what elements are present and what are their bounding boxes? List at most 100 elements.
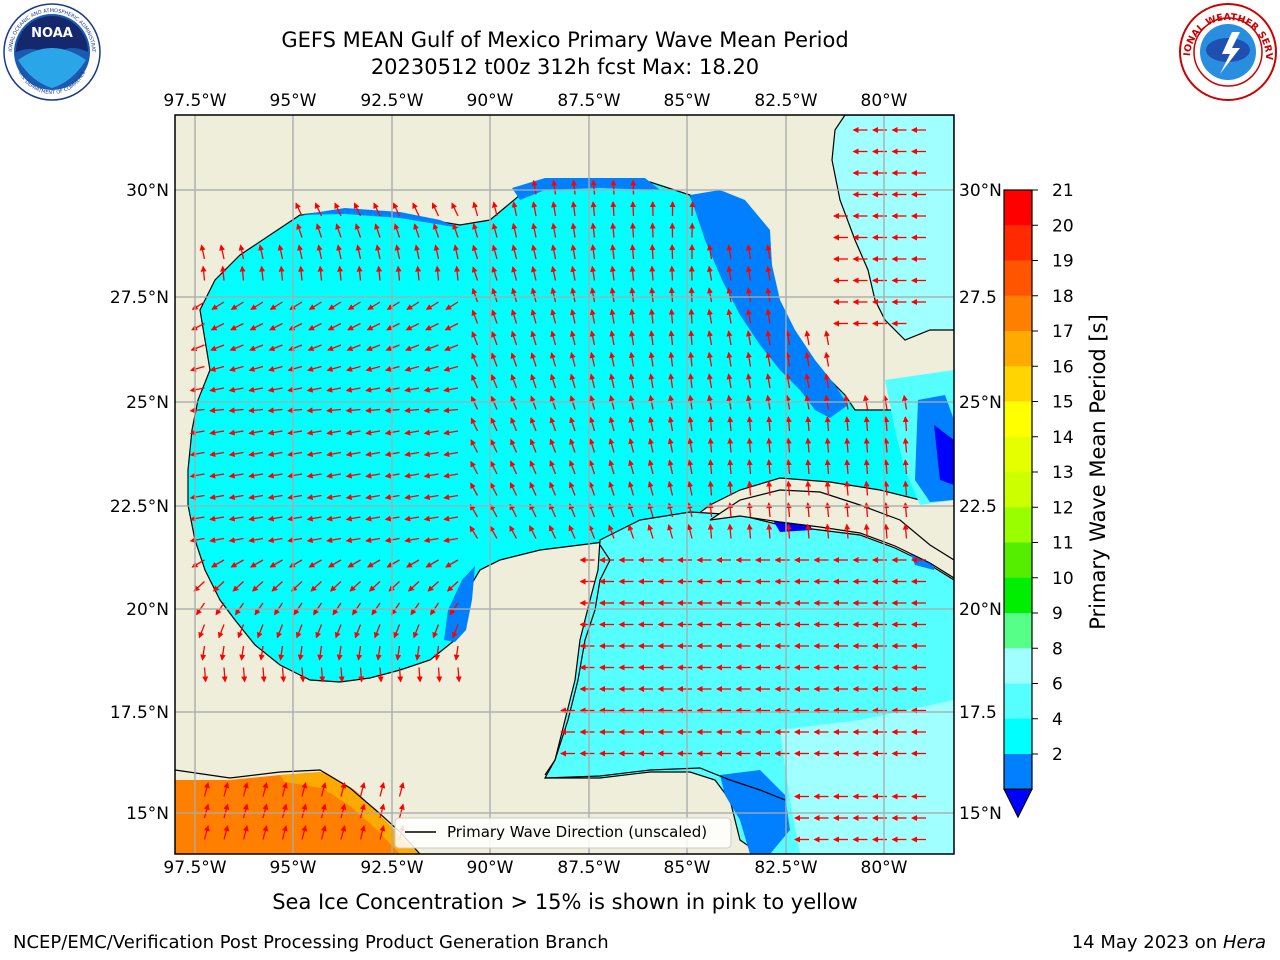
wave-arrow <box>489 482 498 496</box>
colorbar-segment <box>1004 295 1032 332</box>
wave-arrow <box>365 407 381 414</box>
wave-arrow <box>805 480 812 496</box>
wave-arrow <box>281 825 288 840</box>
wave-arrow <box>267 407 283 414</box>
wave-arrow <box>863 459 870 475</box>
wave-arrow <box>667 480 674 496</box>
wave-arrow <box>203 825 210 840</box>
wave-arrow <box>425 322 439 331</box>
colorbar: 21 20 19 18 17 16 15 14 13 12 11 10 9 8 6 4 2 <box>1003 181 1074 819</box>
wave-arrow <box>308 559 322 568</box>
colorbar-tick-label: 11 <box>1052 534 1074 554</box>
wave-arrow <box>228 537 244 543</box>
wave-arrow <box>425 559 439 568</box>
wave-arrow <box>648 308 655 324</box>
wave-arrow <box>386 559 400 568</box>
left-lat-label: 17.5°N <box>110 703 169 723</box>
wave-arrow <box>490 352 498 367</box>
wave-arrow <box>649 287 656 303</box>
wave-arrow <box>443 365 459 372</box>
colorbar-segment <box>1004 542 1032 579</box>
wave-arrow <box>470 439 479 453</box>
wave-arrow <box>471 266 479 281</box>
wave-arrow <box>406 559 420 568</box>
wave-arrow <box>707 373 713 389</box>
wave-arrow <box>407 581 420 592</box>
wave-arrow <box>902 523 909 539</box>
wave-arrow <box>262 825 269 840</box>
wave-arrow <box>804 330 811 346</box>
wave-arrow <box>301 782 308 797</box>
wave-arrow <box>726 351 733 367</box>
wave-arrow <box>379 803 386 819</box>
wave-arrow <box>377 667 384 683</box>
top-lon-label: 90°W <box>467 91 514 111</box>
top-lon-label: 82.5°W <box>754 91 817 111</box>
wave-arrow <box>588 524 596 539</box>
wave-arrow <box>191 322 205 331</box>
wave-arrow <box>765 351 772 367</box>
wave-arrow <box>190 344 205 352</box>
wave-arrow <box>570 287 577 303</box>
colorbar-segment <box>1004 577 1032 614</box>
wave-arrow <box>805 437 812 453</box>
wave-arrow <box>510 309 518 324</box>
wave-arrow <box>609 265 616 281</box>
wave-arrow <box>511 266 518 281</box>
wave-arrow <box>267 537 283 543</box>
wave-arrow <box>667 416 674 432</box>
wave-arrow <box>189 407 205 414</box>
wave-arrow <box>345 515 361 522</box>
wave-arrow <box>707 244 713 260</box>
wave-arrow <box>529 525 537 539</box>
wave-arrow <box>648 416 655 432</box>
wave-arrow <box>746 287 752 303</box>
wave-arrow <box>288 322 303 331</box>
wave-arrow <box>707 480 714 496</box>
wave-arrow <box>550 330 557 346</box>
wave-arrow <box>375 645 382 661</box>
wave-arrow <box>608 438 615 453</box>
bottom-lon-label: 97.5°W <box>163 858 226 878</box>
wave-arrow <box>628 351 635 367</box>
top-lon-label: 87.5°W <box>557 91 620 111</box>
right-latitude-labels: 30°N 27.5 25°N 22.5 20°N 17.5 15°N <box>959 181 1002 824</box>
wave-arrow <box>766 523 773 539</box>
wave-arrow <box>404 494 420 500</box>
wave-arrow <box>267 472 283 479</box>
graticule <box>175 115 954 854</box>
right-lat-label: 22.5 <box>959 497 997 517</box>
wave-arrow <box>287 451 303 457</box>
wave-arrow <box>570 222 577 238</box>
wave-arrow <box>365 472 381 479</box>
wave-arrow <box>259 265 266 281</box>
wave-arrow <box>883 459 890 475</box>
northern-shelf <box>512 178 660 200</box>
wave-arrow <box>824 459 831 475</box>
right-lat-label: 30°N <box>959 181 1002 201</box>
wave-arrow <box>726 308 733 324</box>
colorbar-segment <box>1004 190 1032 226</box>
wave-arrow <box>509 525 518 539</box>
wave-arrow <box>629 244 636 260</box>
wave-arrow <box>211 559 225 568</box>
wave-arrow <box>688 330 695 346</box>
wave-arrow <box>765 287 772 303</box>
wave-arrow <box>549 460 557 475</box>
wave-arrow <box>193 581 205 592</box>
wave-arrow <box>345 494 361 500</box>
wave-arrow <box>491 201 498 217</box>
wave-arrow <box>668 287 675 303</box>
wave-arrow <box>327 344 342 352</box>
wave-arrow <box>453 645 460 661</box>
map-field: Primary Wave Direction (unscaled) <box>175 115 954 854</box>
colorbar-tick-label: 4 <box>1052 710 1063 730</box>
wave-arrow <box>209 365 225 372</box>
wave-arrow <box>785 416 792 432</box>
wave-arrow <box>424 365 439 372</box>
wave-arrow <box>804 373 811 389</box>
wave-arrow <box>335 223 342 238</box>
wave-arrow <box>228 472 244 479</box>
colorbar-segment <box>1004 648 1032 684</box>
wave-arrow <box>490 438 498 453</box>
